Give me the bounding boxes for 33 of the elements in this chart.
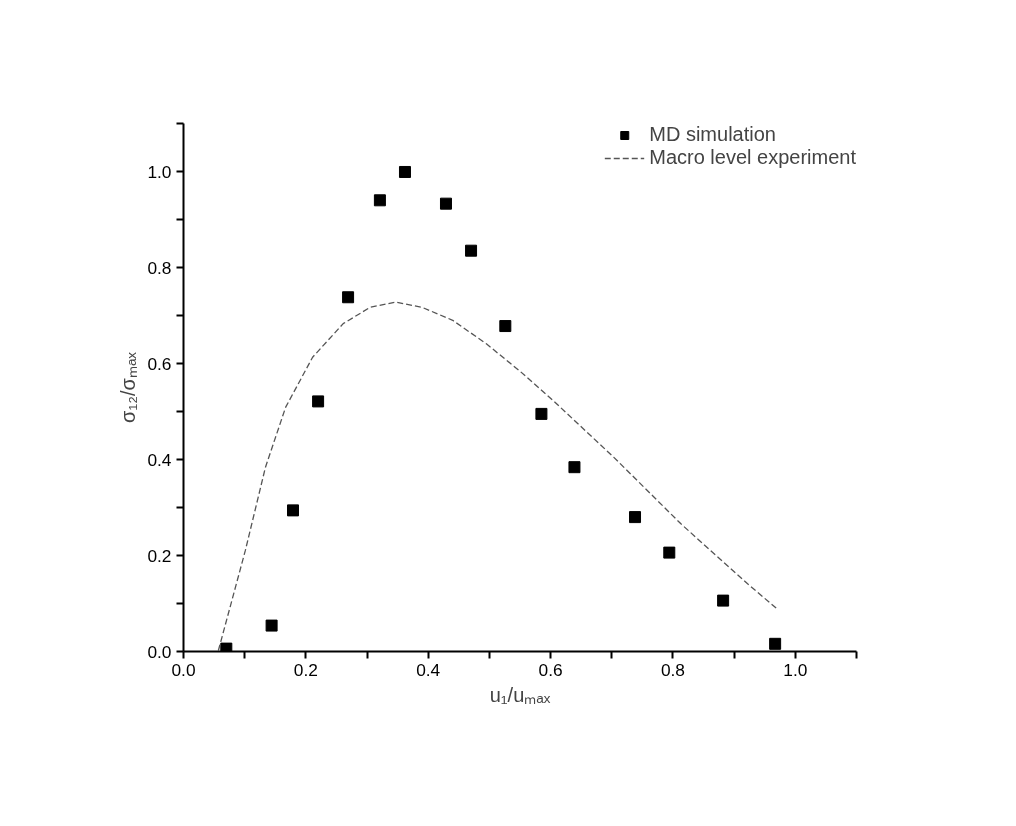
x-axis-title: u₁/uₘₐₓ	[489, 683, 551, 706]
y-tick-label: 0.6	[147, 353, 172, 374]
line-series	[217, 301, 778, 652]
point	[769, 637, 782, 650]
point	[663, 546, 676, 559]
point	[342, 291, 355, 304]
point	[220, 642, 233, 652]
y-tick-label: 1.0	[147, 161, 172, 182]
y-tick-label: 0.0	[147, 641, 172, 662]
point	[629, 511, 642, 524]
x-tick-label: 0.0	[171, 659, 196, 680]
point	[465, 244, 478, 257]
point	[265, 619, 278, 632]
y-tick-label: 0.4	[147, 449, 172, 470]
point	[287, 504, 300, 517]
y-axis-title: σ₁₂/σₘₐₓ	[117, 351, 140, 423]
x-tick-label: 0.2	[293, 659, 318, 680]
point	[439, 197, 452, 210]
legend-label: MD simulation	[649, 123, 776, 146]
point	[312, 395, 325, 408]
y-tick-label: 0.8	[147, 257, 172, 278]
point	[568, 461, 581, 474]
x-tick-label: 0.6	[538, 659, 563, 680]
point	[499, 320, 512, 333]
legend-label: Macro level experiment	[649, 146, 856, 169]
x-tick-label: 0.8	[660, 659, 685, 680]
x-tick-label: 1.0	[783, 659, 808, 680]
point	[717, 594, 730, 607]
point	[535, 407, 548, 420]
x-tick-label: 0.4	[416, 659, 441, 680]
y-tick-label: 0.2	[147, 545, 172, 566]
point	[373, 194, 386, 207]
point	[398, 165, 411, 178]
